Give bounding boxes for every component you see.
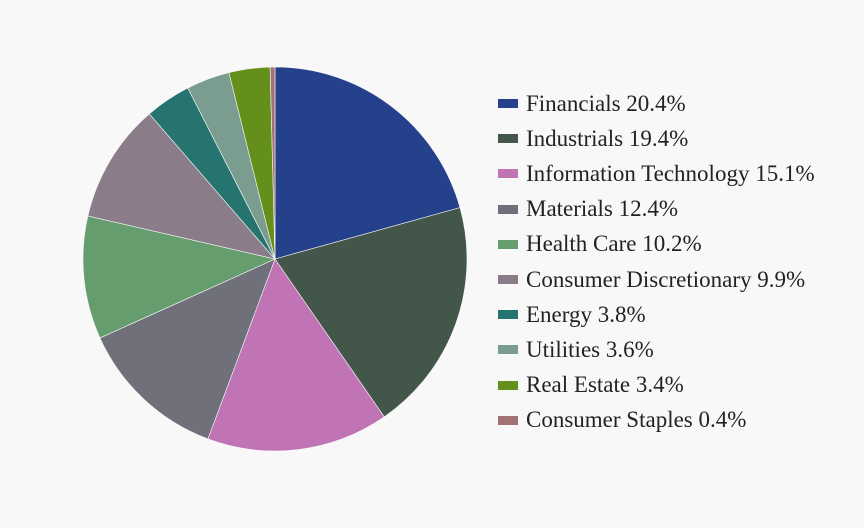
legend-item: Consumer Discretionary 9.9% — [498, 262, 815, 297]
legend-item: Materials 12.4% — [498, 192, 815, 227]
pie-slice-industrials — [274, 207, 468, 418]
legend-label: Health Care 10.2% — [526, 231, 702, 257]
legend-swatch — [498, 415, 518, 425]
legend-swatch — [498, 169, 518, 179]
legend-label: Utilities 3.6% — [526, 336, 654, 362]
legend-swatch — [498, 99, 518, 109]
legend-label: Energy 3.8% — [526, 301, 646, 327]
pie-slice-information-technology — [207, 258, 385, 452]
legend-label: Information Technology 15.1% — [526, 160, 815, 186]
pie-slice-financials — [274, 66, 461, 260]
legend-item: Energy 3.8% — [498, 297, 815, 332]
pie-slice-health-care — [82, 215, 276, 339]
legend-swatch — [498, 380, 518, 390]
pie-slices — [82, 66, 468, 452]
pie-slice-consumer-staples — [269, 66, 276, 260]
legend-swatch — [498, 204, 518, 214]
legend-item: Financials 20.4% — [498, 86, 815, 121]
legend-label: Industrials 19.4% — [526, 125, 689, 151]
legend-item: Industrials 19.4% — [498, 121, 815, 156]
legend-item: Health Care 10.2% — [498, 227, 815, 262]
legend-item: Real Estate 3.4% — [498, 368, 815, 403]
legend-label: Consumer Discretionary 9.9% — [526, 266, 806, 292]
legend-swatch — [498, 239, 518, 249]
legend-label: Materials 12.4% — [526, 196, 679, 222]
legend: Financials 20.4% Industrials 19.4% Informa… — [498, 86, 815, 438]
legend-item: Utilities 3.6% — [498, 332, 815, 367]
pie-slice-consumer-discretionary — [87, 113, 276, 260]
legend-swatch — [498, 310, 518, 320]
legend-label: Consumer Staples 0.4% — [526, 407, 747, 433]
legend-swatch — [498, 345, 518, 355]
legend-item: Consumer Staples 0.4% — [498, 403, 815, 438]
legend-swatch — [498, 275, 518, 285]
legend-swatch — [498, 134, 518, 144]
legend-label: Financials 20.4% — [526, 90, 686, 116]
legend-label: Real Estate 3.4% — [526, 372, 684, 398]
legend-item: Information Technology 15.1% — [498, 156, 815, 191]
pie-slice-materials — [99, 258, 276, 440]
